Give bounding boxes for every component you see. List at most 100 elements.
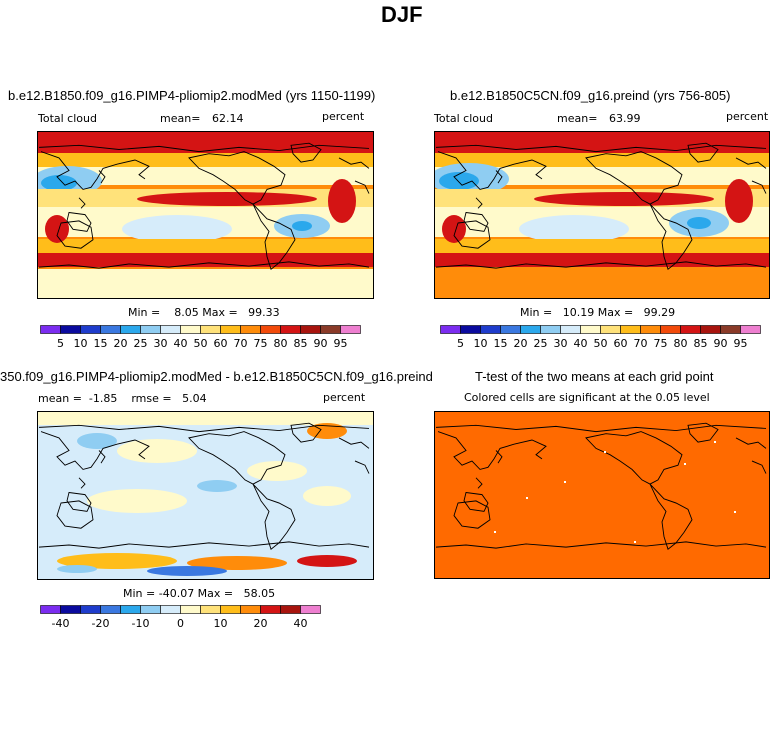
panel-3-colorbar: -40 -20 -10 0 10 20 40	[40, 605, 321, 630]
colorbar-swatch	[260, 325, 281, 334]
colorbar-label: 95	[334, 337, 348, 350]
colorbar-label: 10	[214, 617, 228, 630]
colorbar-label: 10	[74, 337, 88, 350]
colorbar-swatch	[160, 605, 181, 614]
colorbar-label: 75	[654, 337, 668, 350]
colorbar-swatch	[80, 605, 101, 614]
colorbar-label: -10	[132, 617, 150, 630]
colorbar-swatch	[220, 605, 241, 614]
colorbar-swatch	[700, 325, 721, 334]
colorbar-swatch	[60, 325, 81, 334]
colorbar-swatch	[200, 325, 221, 334]
colorbar-label: 0	[177, 617, 184, 630]
panel-2-title: b.e12.B1850C5CN.f09_g16.preind (yrs 756-…	[450, 88, 731, 103]
colorbar-label: 40	[174, 337, 188, 350]
colorbar-label: 80	[674, 337, 688, 350]
colorbar-label: 80	[274, 337, 288, 350]
colorbar-label: 70	[234, 337, 248, 350]
colorbar-swatch	[240, 605, 261, 614]
colorbar-swatch	[640, 325, 661, 334]
colorbar-swatch	[120, 325, 141, 334]
colorbar-label: 25	[534, 337, 548, 350]
panel-3-minmax: Min = -40.07 Max = 58.05	[123, 587, 276, 600]
colorbar-label: 20	[514, 337, 528, 350]
colorbar-swatch	[180, 605, 201, 614]
colorbar-swatch	[320, 325, 341, 334]
colorbar-label: 30	[154, 337, 168, 350]
panel-2-mean-label: mean=	[557, 112, 598, 125]
panel-1-mean-value: 62.14	[212, 112, 244, 125]
colorbar-swatch	[580, 325, 601, 334]
panel-1-title: b.e12.B1850.f09_g16.PIMP4-pliomip2.modMe…	[8, 88, 376, 103]
colorbar-swatch	[340, 325, 361, 334]
panel-2-map	[434, 131, 770, 299]
colorbar-label: 75	[254, 337, 268, 350]
colorbar-label: 60	[214, 337, 228, 350]
panel-1-mean-label: mean=	[160, 112, 201, 125]
colorbar-label: 15	[494, 337, 508, 350]
colorbar-swatch	[560, 325, 581, 334]
colorbar-swatch	[40, 605, 61, 614]
colorbar-label: -40	[52, 617, 70, 630]
colorbar-swatch	[160, 325, 181, 334]
colorbar-swatch	[280, 325, 301, 334]
colorbar-label: 25	[134, 337, 148, 350]
colorbar-swatch	[520, 325, 541, 334]
colorbar-label: 85	[294, 337, 308, 350]
colorbar-swatch	[100, 325, 121, 334]
panel-4-map	[434, 411, 770, 579]
colorbar-label: 20	[114, 337, 128, 350]
colorbar-swatch	[540, 325, 561, 334]
colorbar-swatch	[80, 325, 101, 334]
colorbar-label: 70	[634, 337, 648, 350]
colorbar-label: 15	[94, 337, 108, 350]
colorbar-label: 90	[714, 337, 728, 350]
colorbar-swatch	[280, 605, 301, 614]
colorbar-label: 50	[594, 337, 608, 350]
colorbar-swatch	[440, 325, 461, 334]
panel-3-units: percent	[323, 391, 366, 404]
colorbar-label: 60	[614, 337, 628, 350]
colorbar-swatch	[140, 325, 161, 334]
panel-3-stats: mean = -1.85 rmse = 5.04	[38, 392, 207, 405]
colorbar-swatch	[140, 605, 161, 614]
colorbar-swatch	[660, 325, 681, 334]
colorbar-swatch	[480, 325, 501, 334]
colorbar-swatch	[40, 325, 61, 334]
colorbar-label: 5	[457, 337, 464, 350]
panel-2-variable: Total cloud	[434, 112, 493, 125]
panel-1-minmax: Min = 8.05 Max = 99.33	[128, 306, 280, 319]
colorbar-swatch	[220, 325, 241, 334]
colorbar-label: 95	[734, 337, 748, 350]
colorbar-swatch	[740, 325, 761, 334]
colorbar-swatch	[500, 325, 521, 334]
colorbar-label: 90	[314, 337, 328, 350]
panel-1-variable: Total cloud	[38, 112, 97, 125]
ttest-fill	[434, 411, 770, 579]
panel-3-map	[37, 411, 374, 580]
colorbar-swatch	[600, 325, 621, 334]
panel-4-subtitle: Colored cells are significant at the 0.0…	[464, 391, 710, 404]
panel-1-colorbar: 5 10 15 20 25 30 40 50 60 70 75 80 85 90 95	[40, 325, 361, 350]
colorbar-swatch	[120, 605, 141, 614]
colorbar-swatch	[180, 325, 201, 334]
colorbar-label: 5	[57, 337, 64, 350]
colorbar-swatch	[100, 605, 121, 614]
panel-4-title: T-test of the two means at each grid poi…	[475, 369, 714, 384]
colorbar-label: 40	[574, 337, 588, 350]
panel-2-units: percent	[726, 110, 769, 123]
colorbar-swatch	[200, 605, 221, 614]
colorbar-label: 85	[694, 337, 708, 350]
colorbar-label: 30	[554, 337, 568, 350]
colorbar-swatch	[460, 325, 481, 334]
figure-title: DJF	[381, 2, 423, 27]
colorbar-label: 10	[474, 337, 488, 350]
colorbar-swatch	[680, 325, 701, 334]
colorbar-swatch	[620, 325, 641, 334]
panel-1-units: percent	[322, 110, 365, 123]
colorbar-swatch	[300, 605, 321, 614]
colorbar-swatch	[240, 325, 261, 334]
panel-2-colorbar: 5 10 15 20 25 30 40 50 60 70 75 80 85 90 95	[440, 325, 761, 350]
colorbar-label: 50	[194, 337, 208, 350]
colorbar-label: 40	[294, 617, 308, 630]
